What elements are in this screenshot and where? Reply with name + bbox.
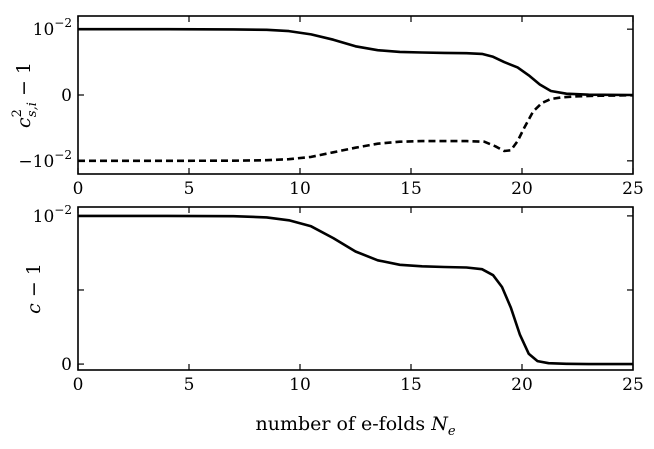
- y-axis-label-2: c − 1: [23, 263, 45, 314]
- panel-2: 0 5 10 15 20 25 10−2 0 c − 1 number of e-folds Ne: [23, 203, 644, 439]
- x-tick-label-1-4: 20: [511, 179, 533, 199]
- y-tick-label-1-0: 10−2: [33, 16, 72, 40]
- x-axis-label-2: number of e-folds Ne: [255, 413, 455, 439]
- x-tick-label-1-2: 10: [289, 179, 311, 199]
- series-line-2-1: [78, 214, 633, 366]
- series-line-1-2: [78, 94, 634, 163]
- y-axis-label-1: c2s,i − 1: [10, 62, 40, 128]
- x-tick-label-2-5: 25: [622, 375, 644, 395]
- x-tick-label-1-5: 25: [622, 179, 644, 199]
- x-tick-label-1-3: 15: [400, 179, 422, 199]
- y-tick-label-1-1: 0: [61, 86, 72, 106]
- x-tick-label-2-2: 10: [289, 375, 311, 395]
- x-tick-label-2-0: 0: [73, 375, 84, 395]
- x-tick-label-2-1: 5: [184, 375, 195, 395]
- x-tick-label-1-0: 0: [73, 179, 84, 199]
- series-line-1-1: [78, 27, 634, 97]
- y-tick-label-2-2: 0: [61, 355, 72, 375]
- plot-frame-2: [77, 206, 634, 371]
- x-tick-label-2-4: 20: [511, 375, 533, 395]
- x-tick-label-2-3: 15: [400, 375, 422, 395]
- y-tick-label-1-2: −10−2: [18, 148, 72, 172]
- y-tick-label-2-0: 10−2: [33, 203, 72, 227]
- x-tick-label-1-1: 5: [184, 179, 195, 199]
- plot-frame-1: [77, 15, 634, 175]
